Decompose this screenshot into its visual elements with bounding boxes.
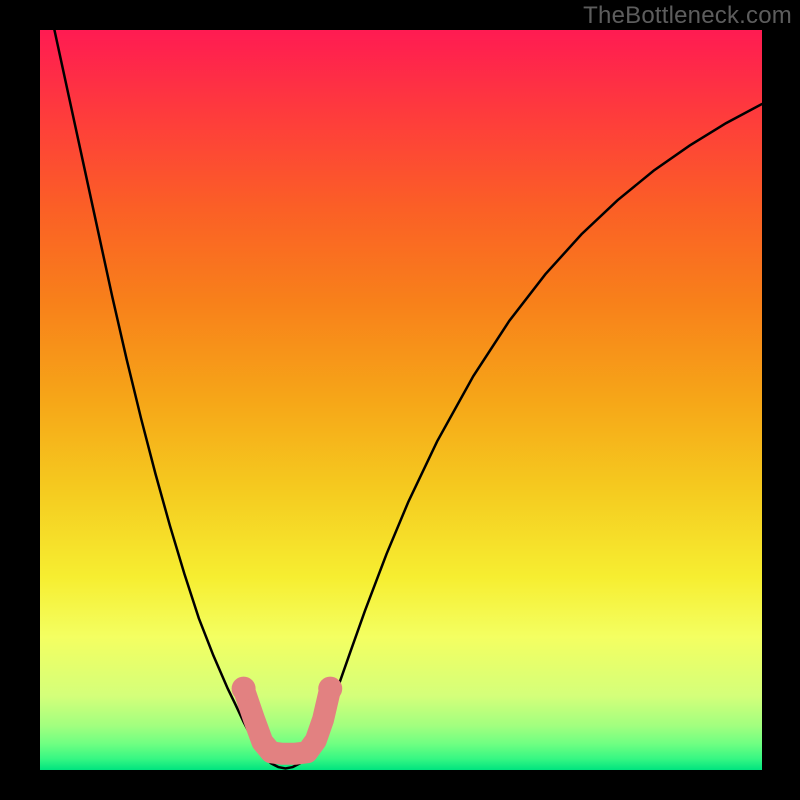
bracket-end-dot-right [318, 677, 342, 701]
bracket-end-dot-left [232, 677, 256, 701]
watermark-text: TheBottleneck.com [583, 2, 792, 30]
chart-canvas: TheBottleneck.com [0, 0, 800, 800]
gradient-rect [40, 30, 762, 770]
plot-area [40, 30, 762, 770]
plot-svg [40, 30, 762, 770]
